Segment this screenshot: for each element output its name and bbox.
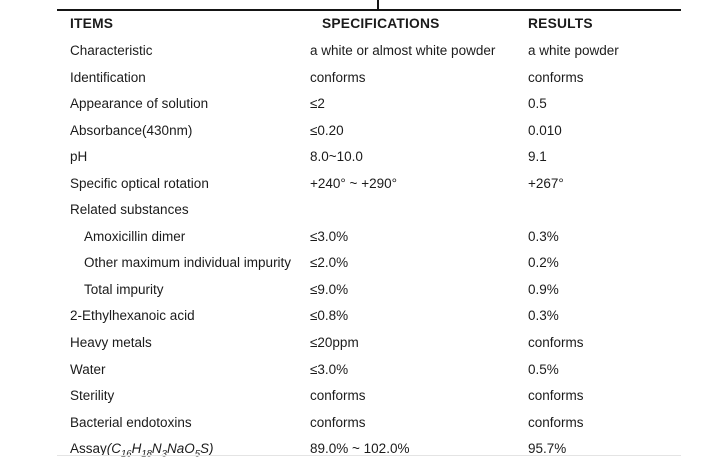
table-row: Related substances: [0, 201, 708, 228]
item-cell: Appearance of solution: [70, 96, 209, 112]
result-cell: 0.9%: [528, 281, 559, 297]
specification-cell: conforms: [310, 414, 366, 430]
result-cell: a white powder: [528, 43, 619, 58]
table-row: Other maximum individual impurity ≤2.0% 0.…: [0, 254, 708, 281]
item-cell: Identification: [70, 69, 146, 85]
item-cell: Water: [70, 361, 106, 377]
header-results: RESULTS: [528, 16, 593, 31]
item-cell: pH: [70, 149, 88, 165]
result-cell: conforms: [528, 414, 584, 430]
specification-cell: 89.0% ~ 102.0%: [310, 441, 410, 457]
table-bottom-border: [57, 455, 681, 456]
item-cell: Specific optical rotation: [70, 175, 209, 191]
result-cell: conforms: [528, 335, 584, 351]
header-specifications: SPECIFICATIONS: [322, 16, 440, 31]
item-cell: Other maximum individual impurity: [84, 255, 292, 271]
specification-cell: +240° ~ +290°: [310, 175, 397, 191]
result-cell: 95.7%: [528, 441, 567, 457]
specification-cell: ≤0.20: [310, 122, 344, 138]
specification-cell: ≤2: [310, 96, 325, 112]
table-row: Specific optical rotation +240° ~ +290° +2…: [0, 175, 708, 202]
specification-cell: ≤20ppm: [310, 335, 359, 351]
specification-cell: conforms: [310, 388, 366, 404]
table-row: 2-Ethylhexanoic acid ≤0.8% 0.3%: [0, 307, 708, 334]
result-cell: 0.3%: [528, 228, 559, 244]
specification-cell: conforms: [310, 69, 366, 85]
specification-cell: 8.0~10.0: [310, 149, 363, 165]
table-row: Appearance of solution ≤2 0.5: [0, 95, 708, 122]
specification-cell: ≤3.0%: [310, 228, 349, 244]
item-cell: Heavy metals: [70, 335, 152, 351]
specification-cell: ≤3.0%: [310, 361, 349, 377]
coa-table: ITEMS SPECIFICATIONS RESULTS Characteris…: [0, 15, 708, 467]
table-row: Total impurity ≤9.0% 0.9%: [0, 281, 708, 308]
result-cell: 0.3%: [528, 308, 559, 324]
item-cell: Characteristic: [70, 43, 153, 58]
item-cell: Amoxicillin dimer: [84, 228, 186, 244]
result-cell: +267°: [528, 175, 564, 191]
specification-cell: a white or almost white powder: [310, 43, 496, 58]
table-row: Sterility conforms conforms: [0, 387, 708, 414]
item-cell: Total impurity: [84, 281, 164, 297]
result-cell: conforms: [528, 388, 584, 404]
item-cell: Bacterial endotoxins: [70, 414, 192, 430]
chemical-formula: (C16H18N3NaO5S): [106, 441, 214, 459]
item-cell: 2-Ethylhexanoic acid: [70, 308, 195, 324]
specification-cell: ≤2.0%: [310, 255, 349, 271]
result-cell: 0.5: [528, 96, 547, 112]
table-row: Heavy metals ≤20ppm conforms: [0, 334, 708, 361]
result-cell: 0.010: [528, 122, 562, 138]
result-cell: 0.5%: [528, 361, 559, 377]
column-divider-tick: [377, 0, 379, 9]
table-row: pH 8.0~10.0 9.1: [0, 148, 708, 175]
table-row: Bacterial endotoxins conforms conforms: [0, 414, 708, 441]
result-cell: 9.1: [528, 149, 547, 165]
table-row: Absorbance(430nm) ≤0.20 0.010: [0, 122, 708, 149]
item-cell: Assay(C16H18N3NaO5S): [70, 441, 214, 459]
specification-cell: ≤9.0%: [310, 281, 349, 297]
table-row: Identification conforms conforms: [0, 69, 708, 96]
header-items: ITEMS: [70, 16, 114, 31]
item-cell: Related substances: [70, 202, 189, 218]
table-top-border: [57, 9, 681, 11]
item-cell: Sterility: [70, 388, 115, 404]
table-row: Characteristic a white or almost white po…: [0, 42, 708, 69]
table-row: Amoxicillin dimer ≤3.0% 0.3%: [0, 228, 708, 255]
table-header-row: ITEMS SPECIFICATIONS RESULTS: [0, 15, 708, 42]
result-cell: 0.2%: [528, 255, 559, 271]
item-cell: Absorbance(430nm): [70, 122, 193, 138]
result-cell: conforms: [528, 69, 584, 85]
specification-cell: ≤0.8%: [310, 308, 349, 324]
table-row: Assay(C16H18N3NaO5S) 89.0% ~ 102.0% 95.7%: [0, 440, 708, 467]
table-row: Water ≤3.0% 0.5%: [0, 361, 708, 388]
